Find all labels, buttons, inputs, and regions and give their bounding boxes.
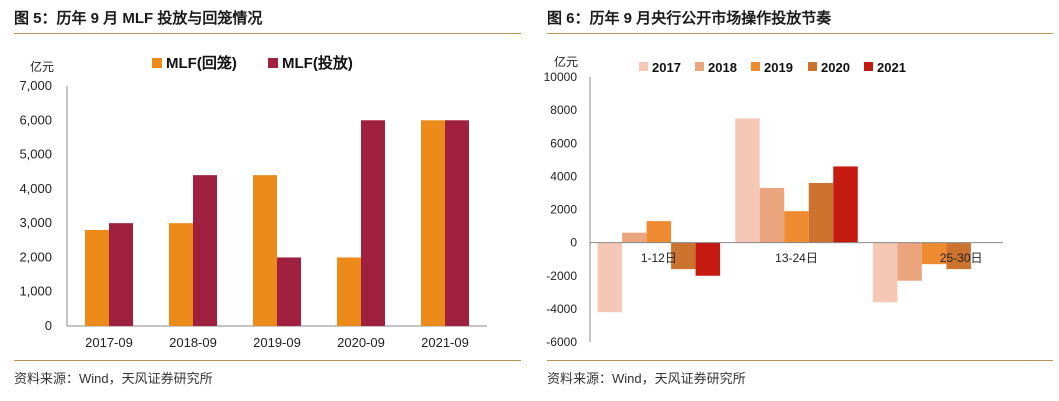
bar-2019 xyxy=(646,221,672,243)
bar-2018 xyxy=(622,232,647,243)
y-tick-label: 0 xyxy=(570,236,577,250)
bar-2019 xyxy=(921,242,947,265)
bar-issue xyxy=(361,120,385,327)
legend-label: MLF(回笼) xyxy=(166,54,237,72)
y-tick-label: 10000 xyxy=(544,70,578,84)
bar-2018 xyxy=(897,242,922,281)
legend-label: 2017 xyxy=(652,60,681,75)
bar-issue xyxy=(109,223,133,326)
y-tick-label: 2,000 xyxy=(19,249,52,264)
y-axis-unit: 亿元 xyxy=(30,59,54,74)
bar-2017 xyxy=(597,242,623,313)
legend-swatch xyxy=(808,62,817,71)
x-tick-label: 13-24日 xyxy=(775,251,818,265)
legend-label: 2021 xyxy=(877,60,906,75)
figure-5-panel: 图 5：历年 9 月 MLF 投放与回笼情况 亿元 0 1,000 2,000 3,00… xyxy=(0,0,521,401)
legend-label: MLF(投放) xyxy=(282,54,353,72)
figure-5-title: 图 5：历年 9 月 MLF 投放与回笼情况 xyxy=(14,10,263,27)
bar-issue xyxy=(445,120,469,327)
x-tick-label: 1-12日 xyxy=(641,251,677,265)
bar-2021 xyxy=(695,242,721,276)
x-tick-label: 2021-09 xyxy=(421,335,469,350)
legend-swatch xyxy=(639,62,648,71)
figure-6-title: 图 6：历年 9 月央行公开市场操作投放节奏 xyxy=(547,10,832,27)
footer-divider xyxy=(14,360,521,361)
legend-swatch xyxy=(268,58,278,68)
legend-label: 2018 xyxy=(708,60,737,75)
bar-issue xyxy=(277,257,301,326)
figure-6-panel: 图 6：历年 9 月央行公开市场操作投放节奏 亿元 -6000 -4000 -2000… xyxy=(533,0,1053,401)
bar-2018 xyxy=(759,187,785,243)
y-tick-label: 2000 xyxy=(550,203,577,217)
y-tick-label: 3,000 xyxy=(19,215,52,230)
bar-2017 xyxy=(872,242,898,303)
y-tick-label: 4000 xyxy=(550,169,577,183)
y-tick-label: -6000 xyxy=(546,335,577,349)
source-note: 资料来源：Wind，天风证券研究所 xyxy=(547,371,746,386)
y-tick-label: 5,000 xyxy=(19,147,52,162)
bar-rollover xyxy=(253,175,277,326)
legend-swatch xyxy=(751,62,760,71)
y-axis-unit: 亿元 xyxy=(554,54,578,69)
bar-rollover xyxy=(169,223,193,326)
bar-rollover xyxy=(421,120,445,327)
bar-2019 xyxy=(784,211,809,243)
y-tick-label: 0 xyxy=(45,318,52,333)
legend-swatch xyxy=(864,62,873,71)
x-tick-label: 2020-09 xyxy=(337,335,385,350)
legend-label: 2020 xyxy=(821,60,850,75)
bar-2017 xyxy=(735,118,760,243)
x-tick-label: 2017-09 xyxy=(85,335,133,350)
bar-2020 xyxy=(671,242,696,270)
legend-label: 2019 xyxy=(764,60,793,75)
x-tick-label: 25-30日 xyxy=(940,251,983,265)
mlf-bar-chart: 亿元 0 1,000 2,000 3,000 4,000 5,000 6,000 7,000 20… xyxy=(19,54,487,350)
y-tick-label: 6,000 xyxy=(19,112,52,127)
legend-swatch xyxy=(152,58,162,68)
bar-rollover xyxy=(337,257,361,326)
y-tick-label: 7,000 xyxy=(19,78,52,93)
footer-divider xyxy=(547,360,1053,361)
y-tick-label: -4000 xyxy=(546,302,577,316)
legend-swatch xyxy=(695,62,704,71)
y-tick-label: -2000 xyxy=(546,269,577,283)
x-tick-label: 2019-09 xyxy=(253,335,301,350)
bar-rollover xyxy=(85,230,109,326)
title-divider xyxy=(14,33,521,34)
y-tick-label: 8000 xyxy=(550,103,577,117)
bar-2020 xyxy=(808,183,834,243)
bar-2020 xyxy=(946,242,971,270)
y-tick-label: 6000 xyxy=(550,136,577,150)
y-tick-label: 1,000 xyxy=(19,284,52,299)
source-note: 资料来源：Wind，天风证券研究所 xyxy=(14,371,213,386)
y-tick-label: 4,000 xyxy=(19,181,52,196)
bar-2021 xyxy=(833,166,858,243)
bar-issue xyxy=(193,175,217,326)
x-tick-label: 2018-09 xyxy=(169,335,217,350)
title-divider xyxy=(547,33,1053,34)
omo-bar-chart: 亿元 -6000 -4000 -2000 0 2000 4000 6000 8000 10000 1… xyxy=(544,54,1003,349)
